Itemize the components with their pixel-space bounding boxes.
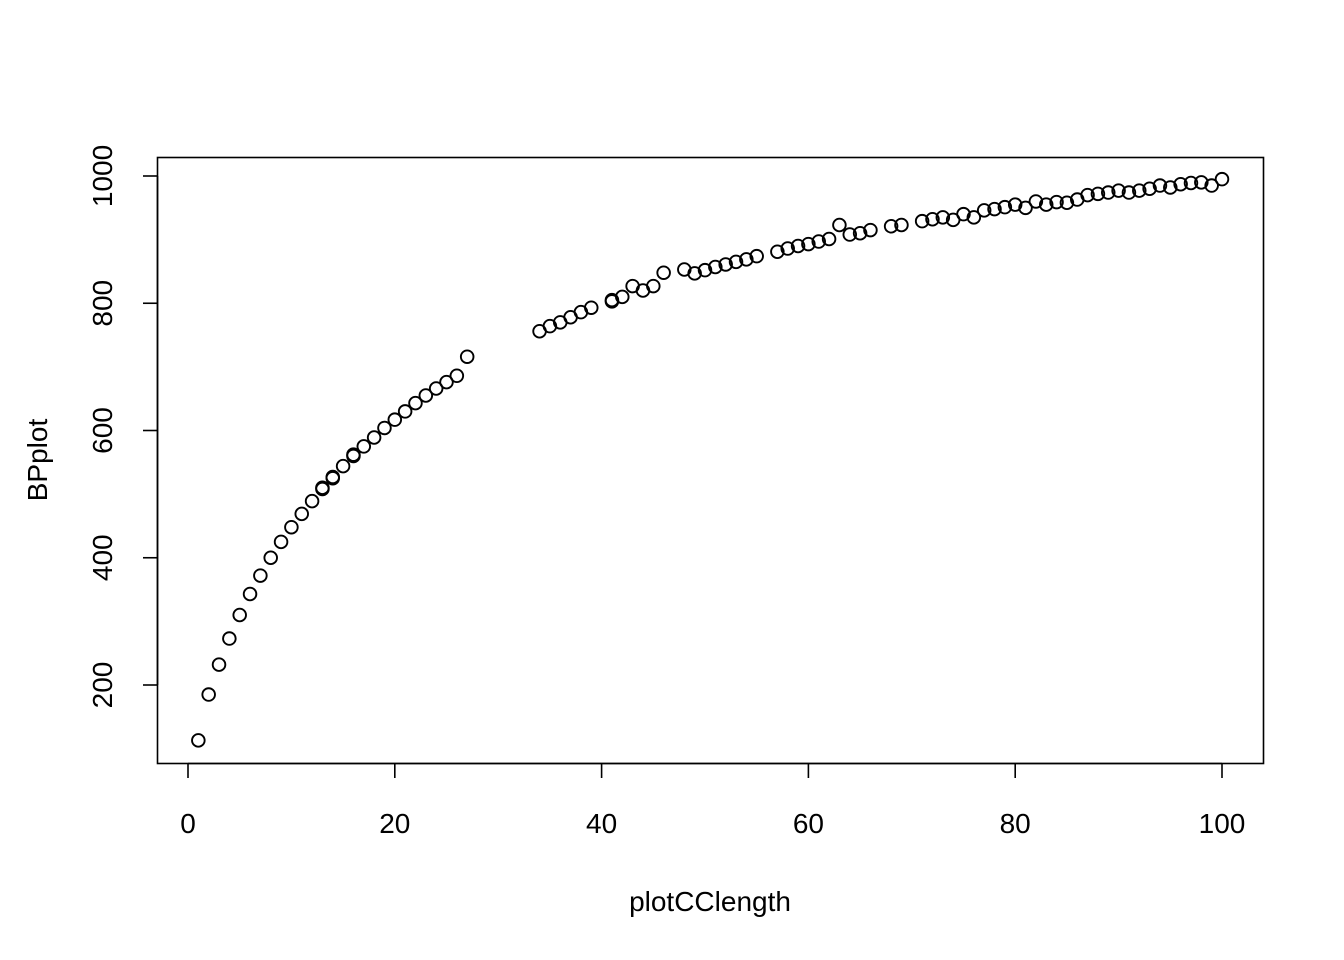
data-point bbox=[459, 349, 475, 364]
data-point bbox=[935, 210, 951, 225]
data-point bbox=[656, 265, 671, 280]
y-tick-label: 200 bbox=[87, 662, 118, 709]
data-point bbox=[1173, 177, 1188, 192]
data-point bbox=[956, 206, 971, 222]
data-point bbox=[418, 388, 434, 403]
data-point bbox=[801, 236, 816, 252]
data-point bbox=[315, 480, 330, 496]
data-point bbox=[925, 212, 940, 227]
data-point bbox=[708, 259, 723, 275]
plot-box bbox=[156, 156, 1265, 765]
data-point bbox=[232, 607, 247, 623]
data-point bbox=[997, 199, 1013, 215]
data-point bbox=[1028, 194, 1044, 209]
data-point bbox=[821, 231, 837, 247]
data-point bbox=[832, 217, 847, 233]
data-point bbox=[387, 412, 403, 427]
x-axis: 0 20 40 60 80 100 bbox=[180, 762, 1246, 839]
data-point bbox=[863, 222, 878, 238]
data-point bbox=[1080, 187, 1095, 203]
x-tick-label: 0 bbox=[180, 808, 196, 839]
data-point bbox=[987, 201, 1002, 217]
data-point bbox=[263, 550, 278, 566]
data-point bbox=[749, 248, 764, 264]
data-point bbox=[770, 244, 785, 259]
data-point bbox=[780, 241, 795, 256]
data-point bbox=[356, 439, 372, 454]
y-tick-label: 800 bbox=[87, 280, 118, 327]
data-point bbox=[1204, 178, 1219, 193]
data-point bbox=[377, 420, 392, 436]
data-point bbox=[191, 733, 206, 748]
data-point bbox=[346, 447, 361, 462]
data-point bbox=[914, 213, 930, 229]
data-point bbox=[366, 430, 382, 445]
y-tick-label: 600 bbox=[87, 407, 118, 454]
data-point bbox=[1214, 171, 1230, 187]
data-point bbox=[646, 278, 661, 294]
y-axis: 200 400 600 800 1000 bbox=[87, 145, 159, 709]
x-tick-label: 100 bbox=[1199, 808, 1246, 839]
data-point bbox=[428, 381, 444, 396]
data-point bbox=[304, 493, 320, 509]
data-point bbox=[325, 469, 341, 485]
data-point bbox=[883, 219, 899, 234]
data-point bbox=[790, 238, 806, 254]
data-point bbox=[842, 227, 858, 242]
data-point bbox=[811, 234, 826, 249]
data-point bbox=[604, 292, 620, 308]
data-point bbox=[284, 519, 299, 535]
data-point bbox=[222, 631, 237, 646]
data-point bbox=[1111, 183, 1126, 198]
data-point bbox=[1194, 175, 1209, 190]
y-tick-label: 400 bbox=[87, 534, 118, 581]
data-point bbox=[687, 266, 702, 281]
data-point bbox=[242, 586, 258, 602]
data-point bbox=[294, 506, 309, 522]
data-point bbox=[253, 568, 268, 583]
data-point bbox=[408, 395, 423, 411]
data-point bbox=[1101, 185, 1116, 200]
data-point bbox=[211, 657, 227, 672]
data-point bbox=[1059, 195, 1075, 210]
data-point bbox=[718, 257, 733, 272]
data-point bbox=[615, 289, 630, 305]
data-point bbox=[273, 534, 289, 550]
data-point bbox=[894, 217, 909, 233]
data-point bbox=[852, 226, 868, 241]
data-point bbox=[335, 458, 351, 474]
data-point bbox=[201, 687, 216, 702]
data-point bbox=[1163, 180, 1178, 195]
data-point bbox=[1038, 197, 1054, 212]
data-point bbox=[1142, 181, 1157, 196]
x-tick-label: 20 bbox=[379, 808, 410, 839]
x-tick-label: 60 bbox=[793, 808, 824, 839]
x-axis-title: plotCClength bbox=[629, 886, 791, 917]
x-tick-label: 40 bbox=[586, 808, 617, 839]
data-point bbox=[1152, 178, 1168, 193]
data-point bbox=[1018, 200, 1033, 216]
x-tick-label: 80 bbox=[1000, 808, 1031, 839]
data-point bbox=[397, 404, 413, 419]
data-point bbox=[1183, 175, 1199, 191]
data-point bbox=[1049, 194, 1064, 210]
data-point bbox=[449, 368, 465, 384]
data-point bbox=[1090, 186, 1106, 202]
data-point bbox=[728, 254, 744, 270]
y-tick-label: 1000 bbox=[87, 145, 118, 207]
data-point bbox=[1121, 185, 1137, 200]
data-point bbox=[697, 262, 713, 278]
data-point bbox=[966, 210, 982, 225]
data-point bbox=[584, 300, 599, 315]
data-point bbox=[739, 252, 754, 267]
data-point bbox=[976, 203, 992, 218]
data-points bbox=[191, 171, 1230, 748]
data-point bbox=[1132, 183, 1147, 198]
data-point bbox=[439, 374, 454, 390]
y-axis-title: BPplot bbox=[22, 419, 53, 502]
data-point bbox=[1007, 197, 1023, 212]
